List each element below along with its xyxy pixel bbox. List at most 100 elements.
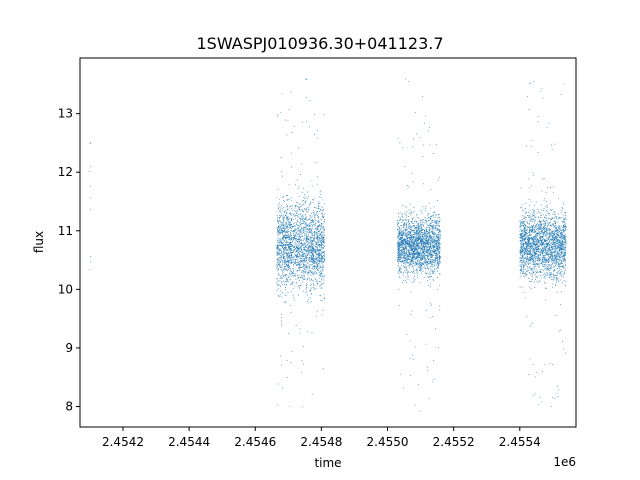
data-point — [432, 232, 434, 233]
data-point — [316, 238, 318, 240]
data-point — [433, 232, 435, 234]
data-point — [286, 252, 287, 254]
data-point — [417, 263, 419, 265]
data-point — [399, 220, 401, 222]
data-point — [280, 242, 282, 244]
data-point — [308, 273, 309, 274]
data-point — [437, 225, 439, 227]
data-point — [431, 246, 433, 248]
data-point — [284, 252, 285, 254]
data-point — [304, 243, 306, 245]
data-point — [413, 233, 415, 235]
data-point — [314, 225, 316, 227]
data-point — [416, 252, 418, 254]
data-point — [419, 236, 421, 238]
data-point — [431, 257, 433, 259]
data-point — [401, 214, 403, 216]
data-point — [285, 261, 287, 263]
data-point — [401, 220, 403, 222]
data-point — [278, 261, 280, 263]
data-point — [397, 241, 399, 243]
data-point — [407, 239, 409, 241]
data-point — [314, 265, 316, 267]
data-point — [318, 239, 320, 241]
data-point — [323, 261, 324, 263]
data-point — [409, 203, 411, 205]
data-point — [318, 249, 320, 251]
data-point — [301, 204, 303, 206]
data-point — [429, 272, 431, 274]
data-point — [420, 253, 422, 255]
data-point — [540, 213, 542, 215]
data-point — [403, 255, 405, 257]
data-point — [431, 261, 433, 262]
data-point — [321, 244, 323, 245]
data-point — [437, 258, 439, 260]
data-point — [411, 252, 412, 254]
data-point — [409, 245, 411, 247]
data-point — [407, 236, 409, 238]
data-point — [408, 213, 410, 215]
data-point — [413, 242, 415, 243]
data-point — [319, 233, 321, 235]
data-point — [415, 271, 417, 273]
data-point — [279, 252, 281, 254]
data-point — [439, 229, 441, 231]
data-point — [413, 247, 414, 249]
data-point — [405, 277, 407, 279]
data-point — [415, 249, 417, 251]
data-point — [296, 201, 298, 203]
data-point — [400, 242, 402, 244]
data-point — [285, 239, 287, 241]
data-point — [432, 244, 434, 246]
data-point — [435, 224, 437, 226]
data-point — [288, 199, 290, 201]
data-point — [310, 221, 312, 223]
data-point — [298, 207, 300, 209]
data-point — [323, 114, 325, 116]
data-point — [308, 248, 310, 250]
data-point — [320, 278, 322, 280]
data-point — [316, 249, 318, 250]
data-point — [428, 225, 430, 226]
data-point — [437, 289, 439, 291]
data-point — [278, 272, 280, 274]
data-point — [314, 240, 316, 242]
data-point — [421, 241, 423, 243]
data-point — [289, 223, 291, 225]
data-point — [291, 281, 293, 283]
data-point — [414, 244, 416, 246]
data-point — [304, 201, 306, 203]
data-point — [405, 252, 407, 254]
data-point — [303, 254, 305, 256]
data-point — [413, 246, 415, 248]
data-point — [313, 240, 315, 242]
data-point — [309, 215, 311, 217]
data-point — [290, 273, 292, 275]
data-point — [317, 269, 319, 271]
data-point — [409, 246, 411, 248]
data-point — [279, 244, 281, 246]
data-point — [292, 226, 294, 227]
data-point — [299, 262, 301, 263]
data-point — [323, 232, 325, 234]
data-point — [303, 243, 305, 245]
data-point — [305, 288, 307, 290]
data-point — [296, 233, 298, 235]
data-point — [292, 205, 294, 207]
data-point — [306, 248, 308, 250]
data-point — [400, 256, 402, 258]
data-point — [419, 247, 421, 249]
data-point — [320, 260, 322, 262]
data-point — [89, 269, 91, 271]
data-point — [320, 238, 322, 240]
data-point — [431, 222, 433, 224]
data-point — [546, 233, 548, 235]
data-point — [544, 222, 546, 224]
data-point — [435, 257, 437, 259]
data-point — [402, 224, 404, 226]
data-point — [305, 217, 307, 219]
data-point — [417, 256, 419, 258]
data-point — [287, 252, 289, 254]
